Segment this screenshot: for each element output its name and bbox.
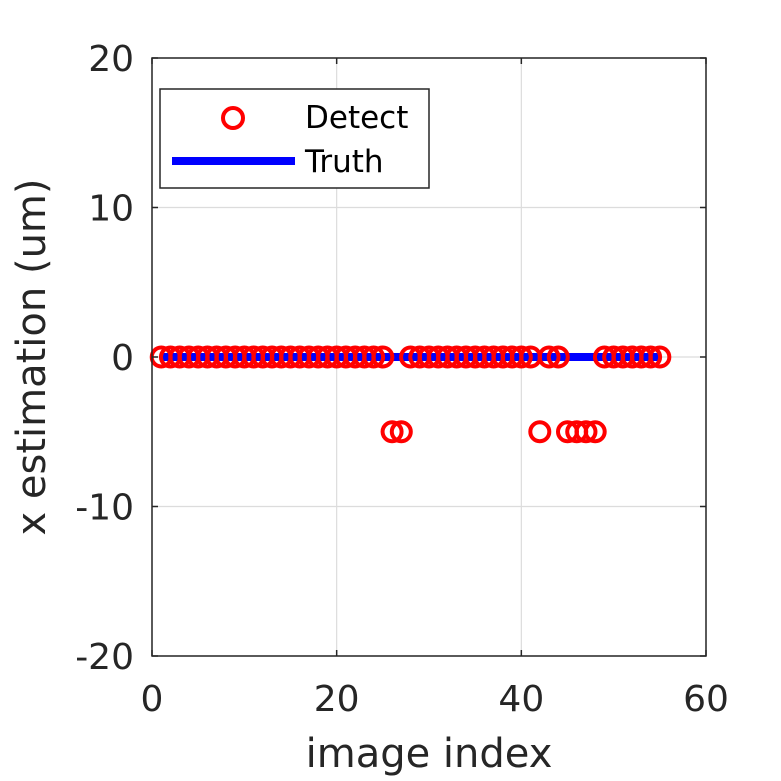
x-axis-title: image index [306,731,553,777]
detect-point [380,420,404,444]
y-axis-title: x estimation (um) [9,179,55,536]
x-tick-label: 60 [683,679,729,720]
x-tick-label: 40 [498,679,544,720]
x-tick-label: 20 [314,679,360,720]
detect-point [546,345,570,369]
tick-labels: 0 20 40 60 -20 -10 0 10 20 [75,39,729,720]
detect-point [389,420,413,444]
y-tick-label: 0 [111,338,134,379]
y-tick-label: 20 [88,39,134,80]
detect-series [149,345,672,444]
detect-point [528,420,552,444]
legend-truth-label: Truth [304,144,384,180]
detect-point [371,345,395,369]
detect-point [537,345,561,369]
legend-detect-marker [221,106,245,130]
detect-point [583,420,607,444]
detect-point [639,345,663,369]
x-tick-label: 0 [141,679,164,720]
y-tick-label: -10 [75,488,134,529]
detect-point [574,420,598,444]
legend: Detect Truth [159,88,430,189]
y-tick-label: 10 [88,189,134,230]
y-tick-label: -20 [75,637,134,678]
legend-box [159,88,430,189]
axis-ticks [151,57,707,657]
detect-point [648,345,672,369]
detect-point [362,345,386,369]
detect-point [509,345,533,369]
legend-detect-label: Detect [305,100,408,136]
